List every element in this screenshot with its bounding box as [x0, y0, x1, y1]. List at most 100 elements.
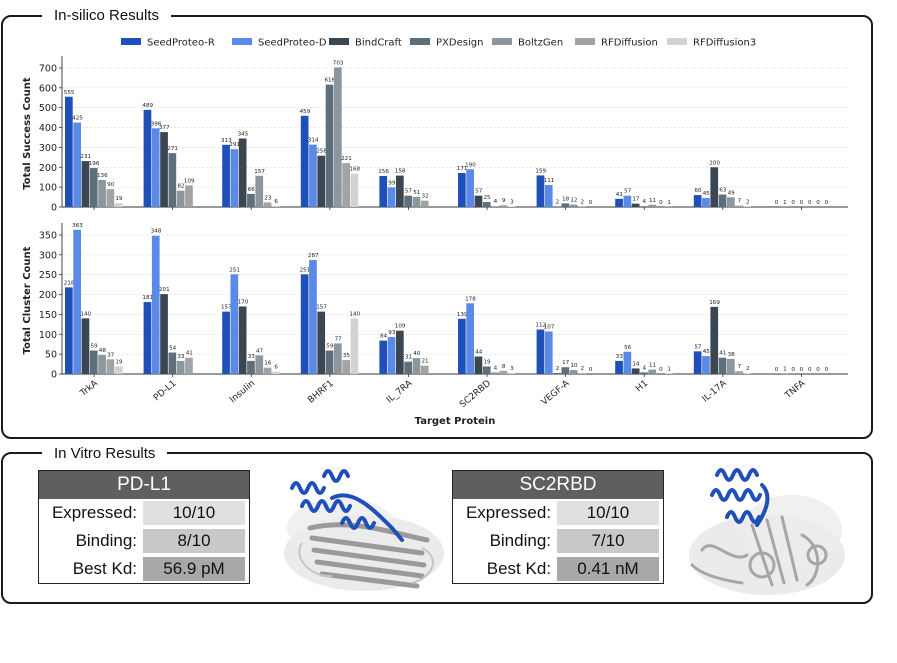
bar-bindcraft-h1 — [631, 203, 640, 207]
bar-seedproteo-d-trka — [73, 229, 81, 374]
legend-swatch-boltzgen — [492, 38, 512, 45]
bar-value-label: 49 — [728, 190, 736, 196]
y-tick-label: 50 — [45, 350, 57, 361]
bar-value-label: 1 — [667, 367, 671, 373]
bar-value-label: 60 — [694, 188, 702, 194]
bar-value-label: 33 — [616, 354, 624, 360]
bar-rfdiffusion3-trka — [114, 366, 123, 374]
bar-value-label: 107 — [544, 324, 555, 330]
bar-boltzgen-h1 — [648, 204, 657, 207]
legend-label-rfdiffusion: RFDiffusion — [601, 38, 658, 49]
bar-value-label: 251 — [300, 267, 311, 273]
bar-boltzgen-il-17a — [727, 197, 735, 207]
bar-value-label: 0 — [775, 367, 779, 373]
bar-value-label: 7 — [738, 364, 742, 370]
bar-rfdiffusion-sc2rbd — [499, 205, 508, 207]
bar-value-label: 287 — [308, 253, 319, 259]
x-tick-label-h1: H1 — [634, 379, 650, 395]
bar-rfdiffusion-vegf-a — [578, 373, 586, 374]
bar-seedproteo-r-insulin — [222, 144, 230, 207]
insilico-chart: SeedProteo-R SeedProteo-D BindCraft PXDesig… — [22, 38, 848, 427]
bar-value-label: 1 — [783, 200, 787, 206]
bar-value-label: 201 — [159, 287, 170, 293]
bar-rfdiffusion3-trka — [114, 203, 123, 207]
y-tick-label: 100 — [39, 330, 57, 341]
sc2rbd-complex-structure — [689, 468, 845, 595]
bar-boltzgen-h1 — [648, 369, 657, 374]
bar-seedproteo-d-il-7ra — [387, 187, 396, 207]
legend-swatch-bindcraft — [329, 38, 349, 45]
bar-value-label: 0 — [808, 367, 812, 373]
y-tick-label: 250 — [39, 270, 57, 281]
bar-value-label: 1 — [667, 200, 671, 206]
bar-value-label: 14 — [632, 361, 640, 367]
bar-boltzgen-trka — [98, 179, 106, 207]
y-tick-label: 0 — [51, 203, 57, 214]
bar-value-label: 616 — [325, 78, 336, 84]
bar-value-label: 11 — [649, 198, 657, 204]
bar-value-label: 48 — [99, 348, 107, 354]
bar-value-label: 555 — [64, 90, 75, 96]
legend-swatch-rfdiffusion — [575, 38, 595, 45]
bar-seedproteo-r-insulin — [222, 311, 230, 374]
bar-seedproteo-d-sc2rbd — [466, 303, 474, 374]
bar-pxdesign-il-17a — [718, 194, 727, 207]
bar-value-label: 63 — [719, 187, 727, 193]
y-tick-label: 700 — [39, 63, 57, 74]
expressed-row: Expressed: 10/10 — [39, 499, 249, 527]
bar-value-label: 157 — [221, 305, 232, 311]
bar-seedproteo-r-pd-l1 — [143, 302, 152, 374]
bar-value-label: 41 — [719, 351, 727, 357]
bar-value-label: 139 — [457, 312, 468, 318]
bar-rfdiffusion3-il-17a — [743, 373, 752, 374]
bar-seedproteo-r-pd-l1 — [143, 109, 152, 207]
row-value: 0.41 nM — [557, 557, 659, 581]
row-value: 8/10 — [143, 529, 245, 553]
bar-value-label: 231 — [80, 154, 91, 160]
bar-seedproteo-d-bhrf1 — [309, 259, 317, 374]
y-tick-label: 300 — [39, 143, 57, 154]
bar-value-label: 57 — [475, 189, 483, 195]
bar-seedproteo-d-pd-l1 — [151, 235, 160, 374]
bar-value-label: 181 — [142, 295, 153, 301]
bar-seedproteo-r-il-7ra — [379, 176, 388, 207]
bar-bindcraft-il-7ra — [396, 330, 404, 374]
bar-value-label: 158 — [395, 169, 406, 175]
bar-value-label: 396 — [151, 121, 162, 127]
bar-bindcraft-insulin — [238, 138, 247, 207]
bar-value-label: 157 — [254, 169, 265, 175]
bar-value-label: 57 — [694, 344, 702, 350]
bar-value-label: 31 — [405, 355, 413, 361]
bar-value-label: 17 — [632, 197, 640, 203]
bar-seedproteo-r-h1 — [615, 198, 623, 207]
bar-boltzgen-bhrf1 — [334, 343, 342, 374]
bar-value-label: 21 — [421, 359, 429, 365]
x-tick-label-il-17a: IL-17A — [701, 378, 730, 404]
x-tick-label-pd-l1: PD-L1 — [152, 379, 179, 404]
bar-pxdesign-pd-l1 — [168, 352, 177, 374]
best-kd-row: Best Kd: 0.41 nM — [453, 555, 663, 583]
bar-value-label: 314 — [308, 138, 319, 144]
bar-value-label: 221 — [341, 156, 352, 162]
bar-pxdesign-vegf-a — [561, 367, 570, 374]
bar-bindcraft-il-17a — [710, 167, 719, 207]
bar-value-label: 38 — [728, 352, 736, 358]
bar-value-label: 51 — [413, 190, 421, 196]
bar-bindcraft-sc2rbd — [474, 356, 483, 374]
card-target-title: SC2RBD — [453, 471, 663, 499]
bar-pxdesign-h1 — [640, 206, 648, 207]
bar-value-label: 18 — [562, 196, 570, 202]
bar-value-label: 82 — [177, 184, 184, 190]
bar-boltzgen-il-17a — [727, 358, 735, 374]
row-label: Binding: — [75, 531, 137, 550]
bar-rfdiffusion3-bhrf1 — [350, 318, 359, 374]
bar-value-label: 8 — [502, 364, 506, 370]
bar-value-label: 77 — [335, 336, 343, 342]
x-tick-label-trka: TrkA — [78, 378, 101, 399]
bar-value-label: 377 — [159, 125, 170, 131]
binding-row: Binding: 8/10 — [39, 527, 249, 555]
bar-boltzgen-pd-l1 — [176, 360, 185, 374]
bar-value-label: 0 — [816, 200, 820, 206]
y-tick-label: 0 — [51, 370, 57, 381]
